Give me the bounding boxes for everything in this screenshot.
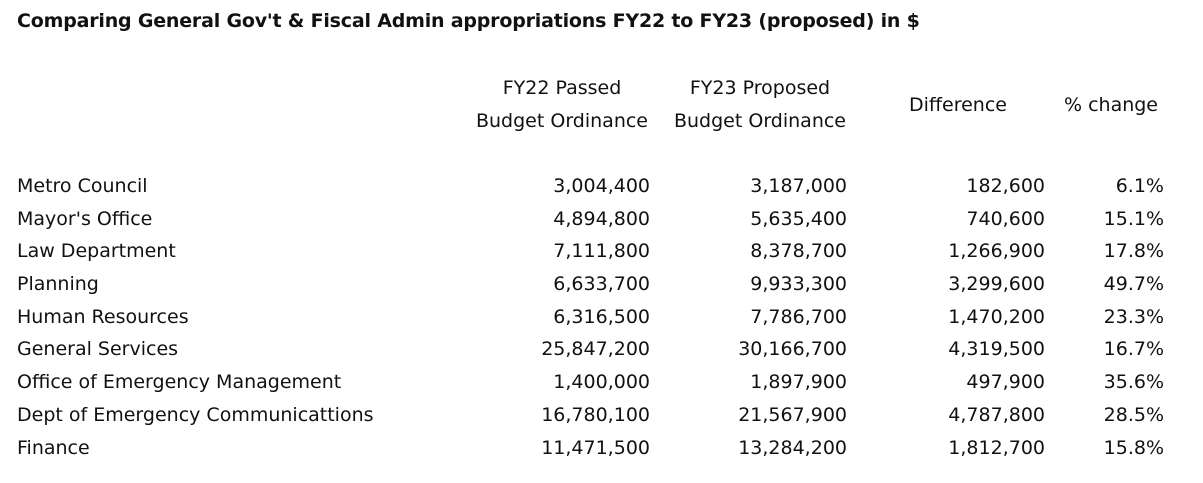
table-row: Office of Emergency Management 1,400,000 1… <box>0 366 1203 399</box>
fy22-value-cell: 1,400,000 <box>553 371 650 394</box>
table-row: General Services 25,847,200 30,166,700 4,31… <box>0 333 1203 366</box>
table-row: Dept of Emergency Communicattions 16,780,… <box>0 399 1203 432</box>
pct-change-cell: 16.7% <box>1103 338 1164 361</box>
column-header-fy22-line1: FY22 Passed <box>502 77 622 99</box>
table-row: Planning 6,633,700 9,933,300 3,299,600 49.7% <box>0 268 1203 301</box>
table-row: Human Resources 6,316,500 7,786,700 1,470,2… <box>0 301 1203 334</box>
fy23-value-cell: 7,786,700 <box>750 305 847 328</box>
fy22-value-cell: 7,111,800 <box>553 240 650 263</box>
department-name-cell: Law Department <box>17 240 176 263</box>
pct-change-cell: 35.6% <box>1103 371 1164 394</box>
fy22-value-cell: 3,004,400 <box>553 175 650 197</box>
difference-value-cell: 4,319,500 <box>948 338 1045 361</box>
fy23-value-cell: 5,635,400 <box>750 207 847 230</box>
pct-change-cell: 15.8% <box>1103 436 1164 459</box>
difference-value-cell: 4,787,800 <box>948 403 1045 426</box>
column-header-fy23-line1: FY23 Proposed <box>689 77 831 99</box>
pct-change-cell: 23.3% <box>1103 305 1164 328</box>
fy23-value-cell: 21,567,900 <box>738 403 847 426</box>
pct-change-cell: 28.5% <box>1103 403 1164 426</box>
fy23-value-cell: 13,284,200 <box>738 436 847 459</box>
appropriations-table: Metro Council 3,004,400 3,187,000 182,600 6.… <box>0 170 1203 464</box>
column-header-fy22: FY22 Passed Budget Ordinance <box>468 72 656 138</box>
department-name-cell: Mayor's Office <box>17 207 153 230</box>
difference-value-cell: 1,266,900 <box>948 240 1045 263</box>
department-name-cell: Office of Emergency Management <box>17 371 342 394</box>
column-header-pct-change: % change <box>1063 94 1159 116</box>
department-name-cell: General Services <box>17 338 179 361</box>
fy23-value-cell: 30,166,700 <box>738 338 847 361</box>
department-name-cell: Finance <box>17 436 90 459</box>
difference-value-cell: 1,470,200 <box>948 305 1045 328</box>
fy22-value-cell: 6,316,500 <box>553 305 650 328</box>
pct-change-cell: 17.8% <box>1103 240 1164 263</box>
column-header-fy22-line2: Budget Ordinance <box>475 110 648 132</box>
difference-value-cell: 740,600 <box>966 207 1045 230</box>
page-title: Comparing General Gov't & Fiscal Admin a… <box>17 10 920 32</box>
department-name-cell: Dept of Emergency Communicattions <box>17 403 374 426</box>
column-header-difference: Difference <box>909 94 1007 116</box>
column-header-fy23: FY23 Proposed Budget Ordinance <box>662 72 858 138</box>
pct-change-cell: 6.1% <box>1115 175 1164 197</box>
difference-value-cell: 1,812,700 <box>948 436 1045 459</box>
fy23-value-cell: 1,897,900 <box>750 371 847 394</box>
difference-value-cell: 182,600 <box>966 175 1045 197</box>
table-row: Mayor's Office 4,894,800 5,635,400 740,600 1… <box>0 203 1203 236</box>
fy22-value-cell: 11,471,500 <box>541 436 650 459</box>
fy23-value-cell: 3,187,000 <box>750 175 847 197</box>
table-row: Law Department 7,111,800 8,378,700 1,266,90… <box>0 235 1203 268</box>
fy22-value-cell: 25,847,200 <box>541 338 650 361</box>
table-row: Metro Council 3,004,400 3,187,000 182,600 6.… <box>0 170 1203 203</box>
fy22-value-cell: 6,633,700 <box>553 273 650 296</box>
department-name-cell: Human Resources <box>17 305 189 328</box>
fy22-value-cell: 4,894,800 <box>553 207 650 230</box>
fy23-value-cell: 8,378,700 <box>750 240 847 263</box>
pct-change-cell: 49.7% <box>1103 273 1164 296</box>
column-header-fy23-line2: Budget Ordinance <box>673 110 846 132</box>
difference-value-cell: 497,900 <box>966 371 1045 394</box>
pct-change-cell: 15.1% <box>1103 207 1164 230</box>
department-name-cell: Planning <box>17 273 99 296</box>
table-row: Finance 11,471,500 13,284,200 1,812,700 15.8… <box>0 432 1203 465</box>
fy22-value-cell: 16,780,100 <box>541 403 650 426</box>
difference-value-cell: 3,299,600 <box>948 273 1045 296</box>
fy23-value-cell: 9,933,300 <box>750 273 847 296</box>
department-name-cell: Metro Council <box>17 175 148 197</box>
